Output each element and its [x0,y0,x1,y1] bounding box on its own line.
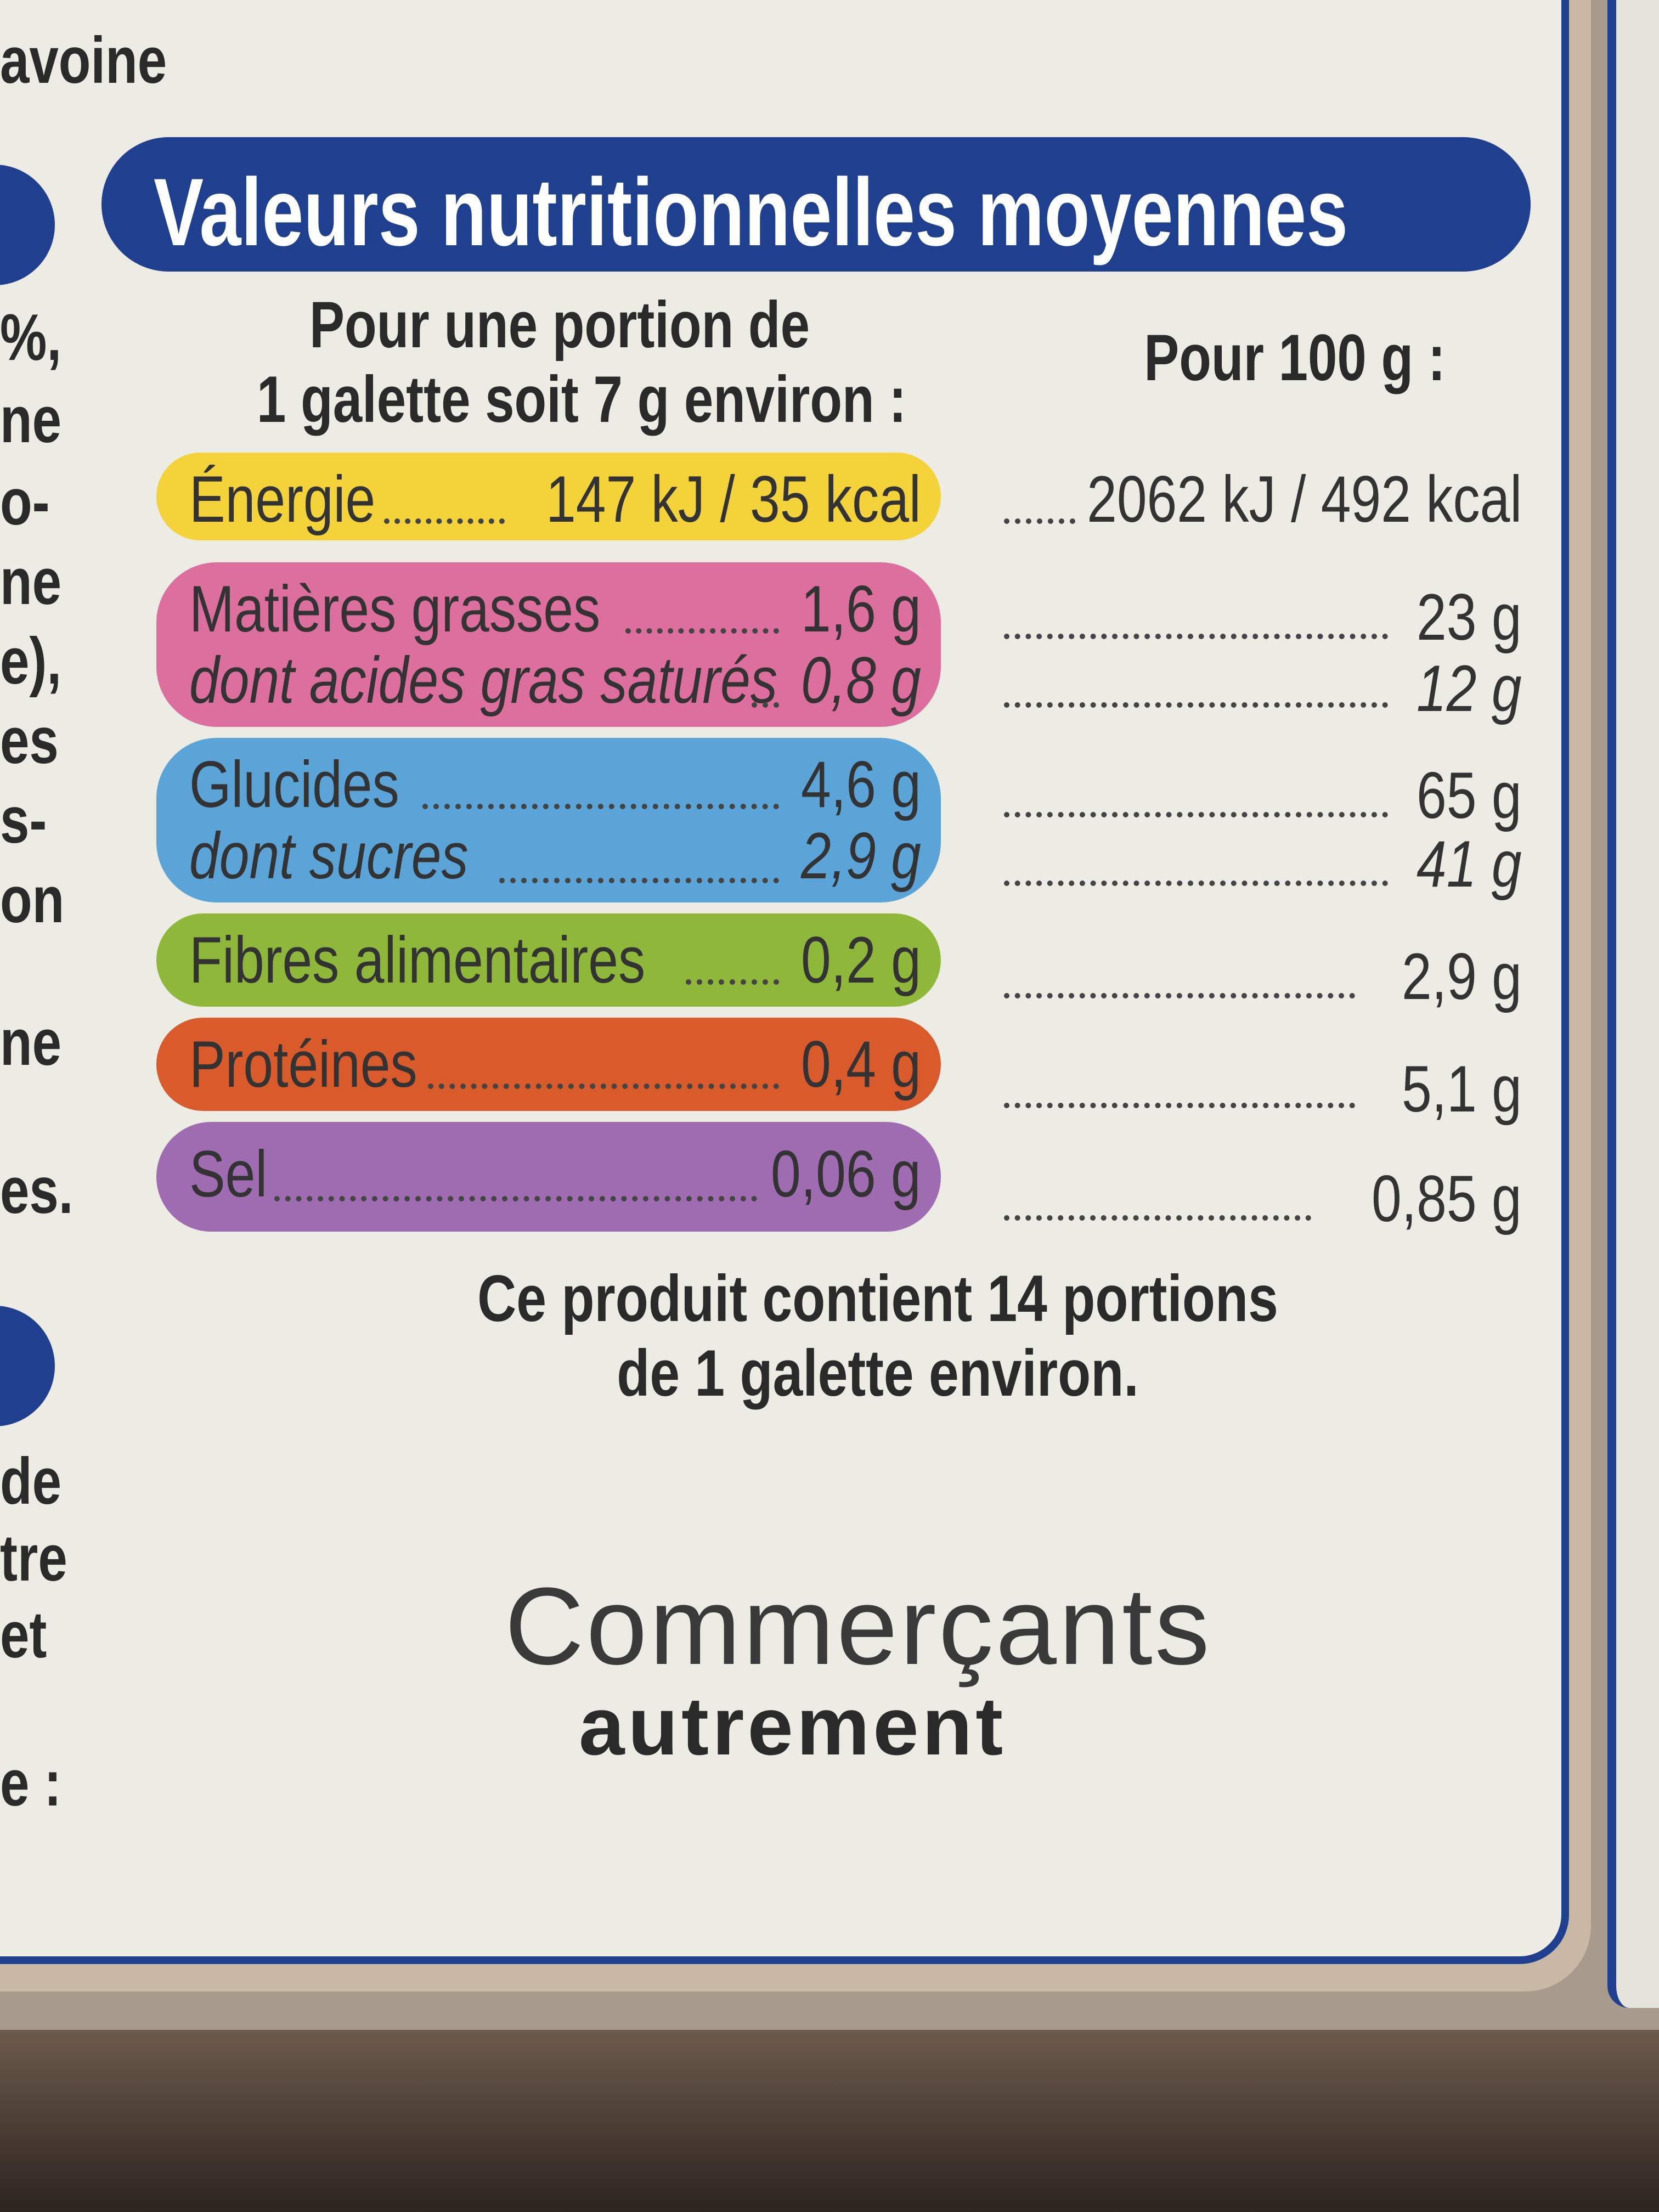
left-fragment: o- [0,465,50,539]
protein-dots [428,1084,779,1089]
fibre-label: Fibres alimentaires [189,923,646,997]
protein-label: Protéines [189,1028,417,1101]
energy-label: Énergie [189,462,376,536]
left-fragment: ne [0,383,62,456]
portion-header-line2: 1 galette soit 7 g environ : [257,362,907,436]
sugars-value: 2,9 g [801,819,921,893]
left-fragment: ne [0,1006,62,1079]
left-fragment: on [0,863,65,936]
left-fragment: s- [0,783,47,857]
sugars-dots [499,878,779,883]
saturated-per100: 12 g [1417,652,1522,725]
fibre-per100: 2,9 g [1402,940,1522,1013]
carbs-per100: 65 g [1417,759,1522,832]
brand-line1: Commerçants [505,1565,1212,1688]
saturated-dots [752,702,779,708]
salt-per100: 0,85 g [1372,1162,1522,1235]
saturated-dots-100 [1004,702,1388,708]
fat-per100: 23 g [1417,580,1522,654]
energy-band [156,453,941,540]
fat-band [156,562,941,727]
carbs-dots-100 [1004,812,1388,817]
fibre-value: 0,2 g [801,923,921,997]
fat-label: Matières grasses [189,572,601,646]
protein-value: 0,4 g [801,1028,921,1101]
fat-dots [625,628,779,634]
fibre-dots [686,979,779,985]
carton-side-edge [1607,0,1659,2008]
energy-per100: 2062 kJ / 492 kcal [1086,462,1522,536]
carbs-label: Glucides [189,748,399,821]
left-fragment: %, [0,301,62,374]
left-fragment-top: avoine [0,24,167,97]
left-fragment: de [0,1444,62,1518]
sugars-label: dont sucres [189,819,469,893]
fibre-dots-100 [1004,993,1355,998]
left-fragment: et [0,1598,47,1672]
brand-line2: autrement [579,1680,1007,1772]
carbs-dots [422,804,779,809]
background-floor [0,2030,1659,2212]
salt-label: Sel [189,1137,268,1211]
portions-note-line2: de 1 galette environ. [617,1336,1139,1410]
per100-header: Pour 100 g : [1144,321,1446,394]
portion-header: Pour une portion de 1 galette soit 7 g e… [257,288,907,437]
nutrition-title: Valeurs nutritionnelles moyennes [154,159,1348,266]
left-fragment: ne [0,545,62,618]
fibre-band [156,913,941,1007]
salt-value: 0,06 g [771,1137,921,1211]
saturated-label: dont acides gras saturés [189,644,778,717]
protein-dots-100 [1004,1103,1355,1108]
carbs-value: 4,6 g [801,748,921,821]
left-fragment: es [0,704,59,777]
portions-note: Ce produit contient 14 portions de 1 gal… [473,1262,1283,1410]
saturated-value: 0,8 g [801,644,921,717]
sugars-per100: 41 g [1417,827,1522,901]
energy-dots [384,518,505,524]
left-fragment: e : [0,1746,62,1820]
left-fragment: es. [0,1154,74,1227]
salt-dots [274,1196,757,1201]
title-banner [101,137,1531,272]
energy-dots-100 [1004,518,1075,524]
salt-band [156,1122,941,1232]
energy-value: 147 kJ / 35 kcal [546,462,921,536]
fat-value: 1,6 g [801,572,921,646]
left-fragment: e), [0,624,62,698]
fat-dots-100 [1004,634,1388,639]
salt-dots-100 [1004,1215,1311,1221]
sugars-dots-100 [1004,881,1388,886]
portion-header-line1: Pour une portion de [309,288,810,362]
portions-note-line1: Ce produit contient 14 portions [477,1262,1278,1335]
protein-per100: 5,1 g [1402,1052,1522,1126]
left-fragment: tre [0,1521,67,1595]
carbs-band [156,738,941,902]
protein-band [156,1018,941,1111]
